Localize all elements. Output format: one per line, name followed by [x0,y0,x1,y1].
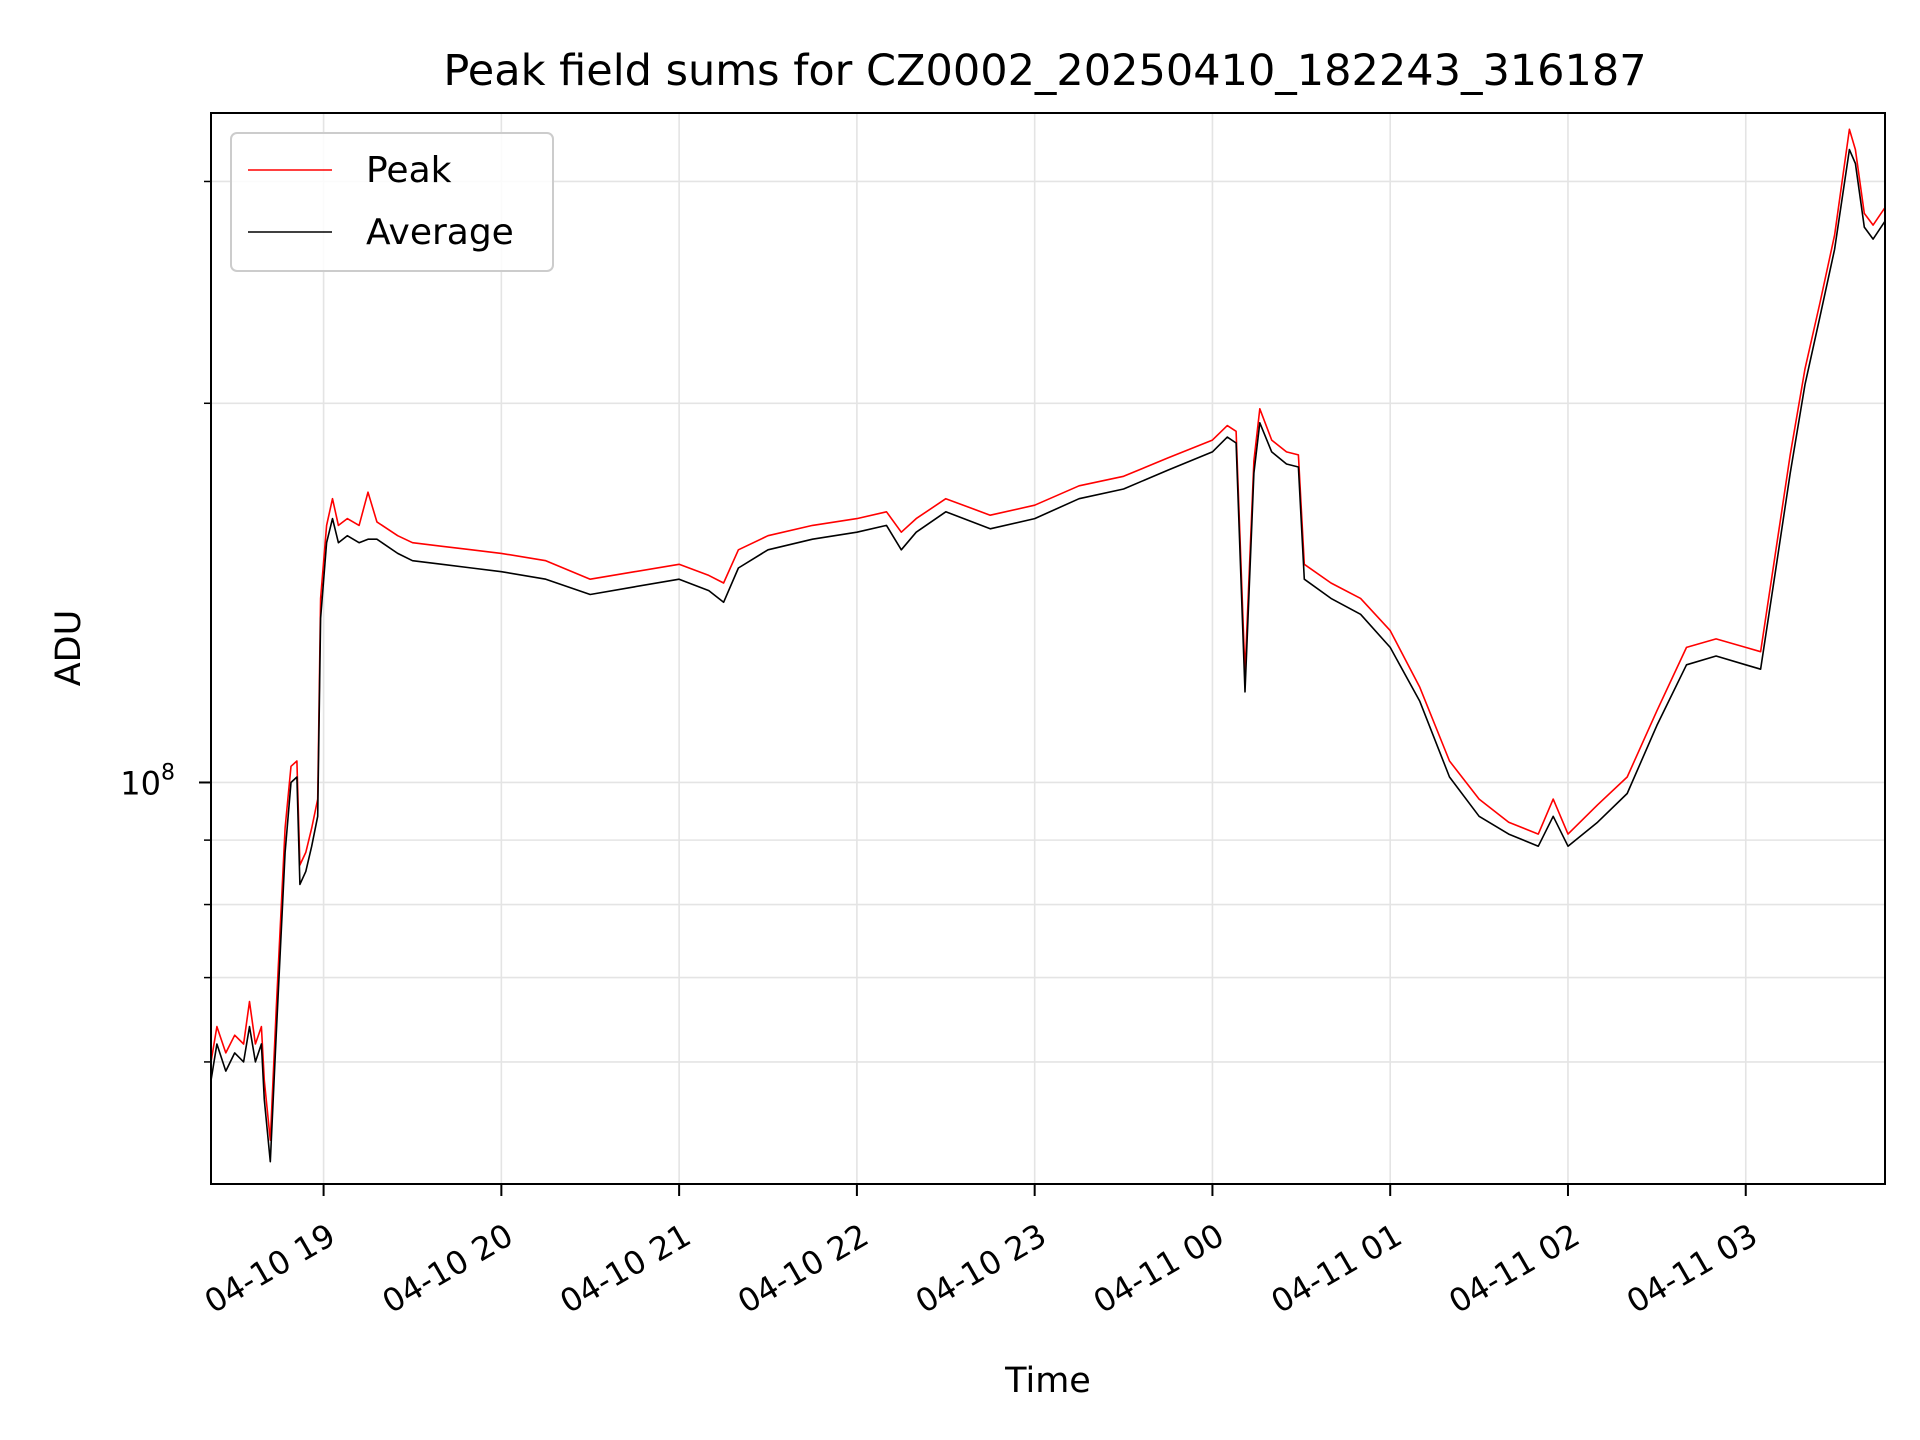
legend-box [230,132,554,272]
series-lines [211,128,1885,1163]
legend-label-average: Average [366,212,514,253]
chart-title: Peak field sums for CZ0002_20250410_1822… [443,46,1646,96]
x-axis-label: Time [1004,1361,1091,1401]
y-axis-label: ADU [49,610,89,687]
y-tick-label-exponent: 8 [161,760,175,785]
series-line-peak [211,128,1885,1141]
legend-label-peak: Peak [366,150,452,191]
grid [211,113,1885,1184]
legend: Peak Average [230,132,554,272]
y-tick-label-base: 10 [120,764,161,802]
y-axis-ticks: 108 [120,180,211,1063]
plot-frame [210,112,1886,1185]
series-line-average [211,148,1885,1163]
y-tick-label: 108 [120,760,175,802]
